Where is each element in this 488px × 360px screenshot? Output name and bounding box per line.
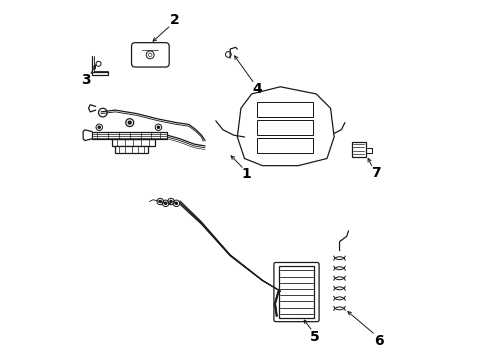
Circle shape: [164, 202, 166, 204]
Text: 6: 6: [373, 334, 383, 348]
Circle shape: [169, 201, 172, 203]
Text: 7: 7: [370, 166, 380, 180]
Text: 3: 3: [81, 73, 91, 87]
Circle shape: [128, 121, 131, 124]
Bar: [257, 102, 312, 117]
Text: 4: 4: [252, 82, 262, 95]
FancyBboxPatch shape: [131, 42, 169, 67]
Circle shape: [157, 126, 159, 129]
Bar: [278, 266, 314, 318]
Bar: [112, 139, 155, 146]
Text: 1: 1: [241, 167, 251, 181]
Text: 2: 2: [169, 13, 179, 27]
Circle shape: [175, 202, 177, 204]
Bar: [257, 120, 312, 135]
Bar: [115, 146, 147, 153]
Circle shape: [98, 126, 100, 129]
Bar: [257, 138, 312, 153]
Bar: [351, 141, 365, 157]
Circle shape: [159, 201, 161, 203]
Text: 5: 5: [309, 330, 319, 344]
